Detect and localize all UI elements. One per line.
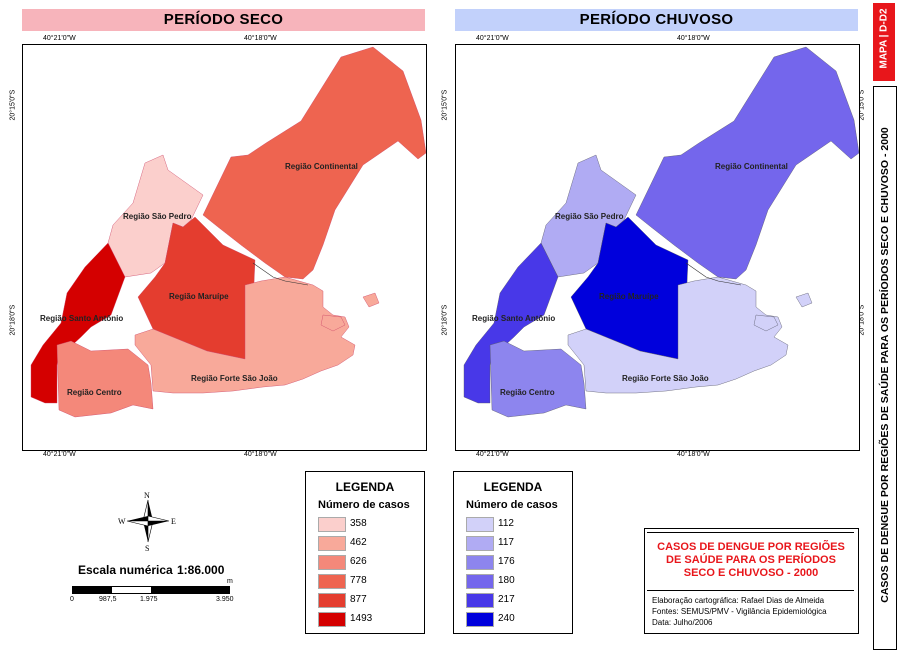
- legend-dry-item-value: 778: [350, 575, 367, 586]
- compass-n: N: [144, 491, 150, 500]
- legend-dry-title: LEGENDA: [335, 480, 395, 494]
- scale-tick-1: 987,5: [99, 596, 117, 603]
- right-lat-b: 20°18'0"S: [441, 304, 449, 336]
- region-continental[interactable]: [635, 46, 859, 280]
- legend-dry-item-value: 877: [350, 594, 367, 605]
- label-santo-antonio: Região Santo Antônio: [40, 314, 123, 323]
- label-sao-pedro: Região São Pedro: [555, 212, 624, 221]
- label-forte: Região Forte São João: [191, 374, 278, 383]
- legend-rainy-item-value: 240: [498, 613, 515, 624]
- side-title: CASOS DE DENGUE POR REGIÕES DE SAÚDE PAR…: [879, 127, 891, 603]
- compass-w: W: [118, 517, 126, 526]
- label-forte: Região Forte São João: [622, 374, 709, 383]
- scale-label: Escala numérica: [78, 563, 173, 577]
- region-santo-antonio[interactable]: [30, 242, 126, 404]
- right-lat-a: 20°15'0"S: [441, 89, 449, 121]
- island: [320, 314, 346, 332]
- legend-rainy-item-swatch: [466, 593, 494, 608]
- compass-icon: N S W E: [118, 491, 176, 553]
- left-map: Região Continental Região São Pedro Regi…: [22, 44, 427, 451]
- left-lat-b: 20°18'0"S: [9, 304, 17, 336]
- right-bottom-lon-a: 40°21'0"W: [476, 451, 509, 458]
- label-centro: Região Centro: [500, 388, 555, 397]
- info-credit-1: Elaboração cartográfica: Rafael Dias de …: [652, 596, 825, 605]
- scale-unit: m: [227, 578, 233, 585]
- label-continental: Região Continental: [285, 162, 358, 171]
- label-maruipe: Região Maruípe: [169, 292, 229, 301]
- right-top-lon-a: 40°21'0"W: [476, 35, 509, 42]
- scale-tick-2: 1.975: [140, 596, 158, 603]
- info-title: CASOS DE DENGUE POR REGIÕES DE SAÚDE PAR…: [657, 541, 845, 579]
- legend-rainy-item-swatch: [466, 574, 494, 589]
- legend-dry-item-value: 358: [350, 518, 367, 529]
- legend-rainy-item-value: 217: [498, 594, 515, 605]
- label-centro: Região Centro: [67, 388, 122, 397]
- legend-rainy-item-value: 117: [498, 537, 514, 548]
- legend-rainy-item-swatch: [466, 536, 494, 551]
- right-bottom-lon-b: 40°18'0"W: [677, 451, 710, 458]
- bay-channel: [685, 262, 742, 286]
- legend-rainy-item-swatch: [466, 517, 494, 532]
- right-panel-title: PERÍODO CHUVOSO: [455, 9, 858, 31]
- scale-tick-3: 3.950: [216, 596, 234, 603]
- legend-dry: LEGENDA Número de casos 358 462 626 778 877 1…: [305, 471, 425, 634]
- legend-dry-item-value: 626: [350, 556, 367, 567]
- legend-rainy-item-swatch: [466, 555, 494, 570]
- left-panel-title: PERÍODO SECO: [22, 9, 425, 31]
- map-id-text: MAPA | D-D2: [878, 8, 890, 69]
- region-forte[interactable]: [567, 276, 789, 394]
- legend-dry-subtitle: Número de casos: [318, 499, 410, 511]
- info-box: CASOS DE DENGUE POR REGIÕES DE SAÚDE PAR…: [644, 528, 859, 634]
- left-bottom-lon-a: 40°21'0"W: [43, 451, 76, 458]
- legend-dry-item-swatch: [318, 574, 346, 589]
- island: [753, 314, 779, 332]
- scale-tick-0: 0: [70, 596, 74, 603]
- legend-dry-item-swatch: [318, 555, 346, 570]
- region-santo-antonio[interactable]: [463, 242, 559, 404]
- island: [795, 292, 813, 308]
- info-credit-3: Data: Julho/2006: [652, 618, 713, 627]
- legend-rainy: LEGENDA Número de casos 112 117 176 180 217 2…: [453, 471, 573, 634]
- region-continental[interactable]: [202, 46, 426, 280]
- legend-dry-item-swatch: [318, 593, 346, 608]
- legend-rainy-title: LEGENDA: [483, 480, 543, 494]
- legend-rainy-subtitle: Número de casos: [466, 499, 558, 511]
- label-continental: Região Continental: [715, 162, 788, 171]
- legend-dry-item-swatch: [318, 517, 346, 532]
- left-lat-a: 20°15'0"S: [9, 89, 17, 121]
- left-bottom-lon-b: 40°18'0"W: [244, 451, 277, 458]
- legend-rainy-item-value: 180: [498, 575, 515, 586]
- legend-dry-item-swatch: [318, 612, 346, 627]
- legend-dry-item-value: 1493: [350, 613, 373, 624]
- region-forte[interactable]: [134, 276, 356, 394]
- label-santo-antonio: Região Santo Antônio: [472, 314, 555, 323]
- left-top-lon-b: 40°18'0"W: [244, 35, 277, 42]
- right-top-lon-b: 40°18'0"W: [677, 35, 710, 42]
- right-map: Região Continental Região São Pedro Regi…: [455, 44, 860, 451]
- legend-rainy-item-swatch: [466, 612, 494, 627]
- side-title-strip: CASOS DE DENGUE POR REGIÕES DE SAÚDE PAR…: [873, 86, 897, 650]
- label-sao-pedro: Região São Pedro: [123, 212, 192, 221]
- compass-rose: N S W E: [118, 490, 178, 553]
- scale-value: 1:86.000: [177, 563, 225, 577]
- map-id-badge: MAPA | D-D2: [873, 3, 895, 81]
- left-top-lon-a: 40°21'0"W: [43, 35, 76, 42]
- label-maruipe: Região Maruípe: [599, 292, 659, 301]
- legend-rainy-item-value: 176: [498, 556, 515, 567]
- island: [362, 292, 380, 308]
- region-centro[interactable]: [56, 340, 154, 418]
- scale-bar: [72, 586, 230, 594]
- info-credit-2: Fontes: SEMUS/PMV - Vigilância Epidemiol…: [652, 607, 827, 616]
- legend-dry-item-value: 462: [350, 537, 367, 548]
- bay-channel: [252, 262, 309, 286]
- compass-e: E: [171, 517, 176, 526]
- legend-rainy-item-value: 112: [498, 518, 514, 529]
- legend-dry-item-swatch: [318, 536, 346, 551]
- compass-s: S: [145, 544, 149, 552]
- region-centro[interactable]: [489, 340, 587, 418]
